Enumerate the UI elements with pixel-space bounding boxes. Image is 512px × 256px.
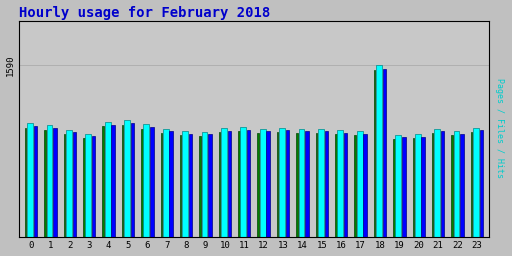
Bar	[298, 129, 304, 237]
Bar	[266, 131, 270, 237]
Bar	[413, 138, 414, 237]
Bar	[357, 131, 362, 237]
Bar	[337, 130, 343, 237]
Bar	[374, 70, 375, 237]
Bar	[286, 130, 289, 237]
Bar	[451, 135, 453, 237]
Bar	[47, 125, 52, 237]
Text: Hourly usage for February 2018: Hourly usage for February 2018	[19, 6, 271, 19]
Bar	[415, 134, 421, 237]
Bar	[473, 127, 479, 237]
Bar	[434, 129, 440, 237]
Bar	[277, 132, 279, 237]
Bar	[73, 132, 76, 237]
Bar	[395, 135, 401, 237]
Bar	[27, 123, 33, 237]
Bar	[471, 132, 472, 237]
Bar	[421, 137, 425, 237]
Bar	[460, 134, 464, 237]
Bar	[143, 124, 150, 237]
Bar	[296, 133, 298, 237]
Bar	[258, 133, 259, 237]
Bar	[305, 131, 309, 237]
Bar	[335, 134, 336, 237]
Bar	[102, 126, 104, 237]
Bar	[182, 131, 188, 237]
Bar	[260, 129, 266, 237]
Bar	[393, 138, 395, 237]
Bar	[432, 133, 434, 237]
Bar	[247, 130, 250, 237]
Bar	[344, 133, 348, 237]
Bar	[228, 131, 231, 237]
Bar	[161, 133, 162, 237]
Bar	[376, 65, 382, 237]
Bar	[208, 134, 212, 237]
Bar	[163, 129, 168, 237]
Bar	[53, 129, 57, 237]
Bar	[122, 125, 123, 237]
Bar	[131, 123, 134, 237]
Bar	[86, 134, 91, 237]
Bar	[315, 133, 317, 237]
Bar	[199, 136, 201, 237]
Bar	[318, 129, 324, 237]
Bar	[150, 127, 154, 237]
Bar	[382, 69, 386, 237]
Bar	[238, 131, 240, 237]
Bar	[402, 137, 406, 237]
Bar	[354, 135, 356, 237]
Bar	[83, 138, 84, 237]
Bar	[202, 132, 207, 237]
Bar	[480, 130, 483, 237]
Bar	[169, 131, 173, 237]
Bar	[63, 134, 65, 237]
Bar	[441, 131, 444, 237]
Bar	[44, 130, 46, 237]
Bar	[219, 132, 220, 237]
Bar	[25, 128, 27, 237]
Bar	[221, 128, 227, 237]
Bar	[66, 130, 72, 237]
Bar	[189, 134, 193, 237]
Bar	[92, 136, 95, 237]
Bar	[454, 131, 459, 237]
Bar	[279, 127, 285, 237]
Bar	[364, 134, 367, 237]
Bar	[325, 131, 328, 237]
Bar	[124, 120, 130, 237]
Bar	[34, 126, 37, 237]
Bar	[180, 135, 181, 237]
Bar	[241, 127, 246, 237]
Bar	[105, 122, 111, 237]
Bar	[111, 125, 115, 237]
Bar	[141, 129, 143, 237]
Text: Pages / Files / Hits: Pages / Files / Hits	[495, 78, 504, 178]
